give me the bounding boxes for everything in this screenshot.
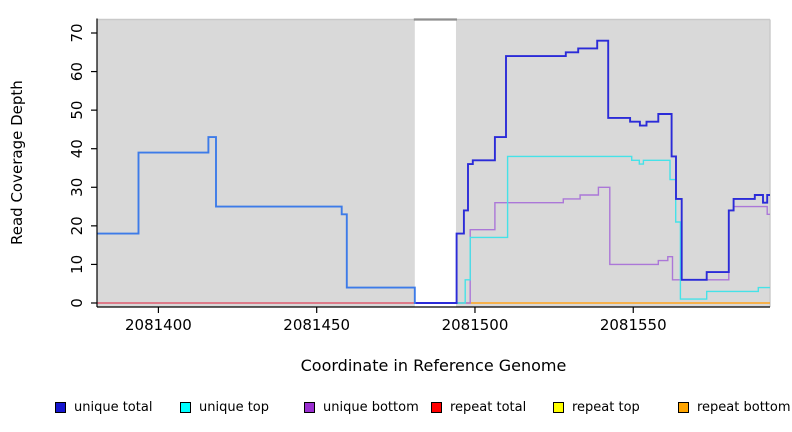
y-tick-label: 70 xyxy=(68,23,86,42)
y-tick-label: 10 xyxy=(68,255,86,274)
y-tick-label: 30 xyxy=(68,178,86,197)
y-tick-label: 50 xyxy=(68,101,86,120)
legend-item-unique-bottom: unique bottom xyxy=(304,399,419,415)
legend-swatch-icon xyxy=(431,401,442,413)
x-tick-label: 2081550 xyxy=(600,316,667,334)
y-tick-label: 60 xyxy=(68,62,86,81)
y-tick-label: 20 xyxy=(68,216,86,235)
legend-swatch-icon xyxy=(678,401,689,413)
legend-label: repeat bottom xyxy=(697,399,791,415)
legend-label: unique total xyxy=(74,399,153,415)
x-tick-label: 2081500 xyxy=(442,316,509,334)
legend-swatch-icon xyxy=(304,401,315,413)
legend-label: repeat top xyxy=(572,399,640,415)
x-tick-label: 2081400 xyxy=(125,316,192,334)
series-unique-total-left--line xyxy=(97,136,416,304)
x-axis-title: Coordinate in Reference Genome xyxy=(300,356,567,375)
legend-swatch-icon xyxy=(55,401,66,413)
legend-label: repeat total xyxy=(450,399,527,415)
legend-label: unique bottom xyxy=(323,399,419,415)
legend-swatch-icon xyxy=(180,401,191,413)
legend-item-unique-top: unique top xyxy=(180,399,269,415)
legend-label: unique top xyxy=(199,399,270,415)
masked-region xyxy=(414,18,456,307)
legend-item-repeat-top: repeat top xyxy=(553,399,640,415)
legend-item-unique-total: unique total xyxy=(55,399,152,415)
x-tick-label: 2081450 xyxy=(283,316,350,334)
series-unique-total-right--line xyxy=(414,39,770,304)
y-tick-label: 0 xyxy=(68,298,86,308)
legend-item-repeat-bottom: repeat bottom xyxy=(678,399,791,415)
y-tick-label: 40 xyxy=(68,139,86,158)
legend-swatch-icon xyxy=(553,401,564,413)
legend-item-repeat-total: repeat total xyxy=(431,399,526,415)
series-unique-top-line xyxy=(456,155,770,304)
y-axis-title: Read Coverage Depth xyxy=(8,80,26,245)
